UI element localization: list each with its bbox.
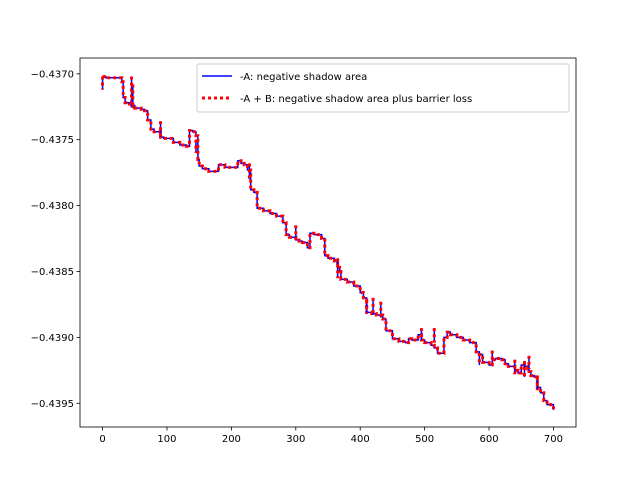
x-axis: 0 100 200 300 400 500 600 700 (99, 427, 563, 445)
y-tick-label: −0.4395 (31, 399, 74, 410)
y-tick-label: −0.4390 (31, 333, 74, 344)
x-tick-label: 400 (351, 434, 370, 445)
y-axis: −0.4370 −0.4375 −0.4380 −0.4385 −0.4390 −0.43… (31, 69, 80, 410)
series-line-1 (102, 74, 555, 410)
y-tick-label: −0.4380 (31, 201, 74, 212)
y-tick-label: −0.4375 (31, 135, 74, 146)
x-tick-label: 700 (544, 434, 563, 445)
y-tick-label: −0.4385 (31, 267, 74, 278)
plot-marks (101, 74, 555, 410)
x-tick-label: 500 (415, 434, 434, 445)
x-tick-label: 0 (99, 434, 105, 445)
legend-label-negative-shadow-area: -A: negative shadow area (240, 72, 367, 83)
plot-frame (79, 57, 577, 428)
legend-label-shadow-plus-barrier: -A + B: negative shadow area plus barrie… (240, 94, 472, 105)
legend-box (196, 63, 570, 113)
x-tick-label: 300 (286, 434, 305, 445)
x-tick-label: 100 (157, 434, 176, 445)
legend: -A: negative shadow area -A + B: negativ… (196, 63, 570, 113)
x-tick-label: 200 (222, 434, 241, 445)
x-tick-label: 600 (479, 434, 498, 445)
y-tick-label: −0.4370 (31, 69, 74, 80)
